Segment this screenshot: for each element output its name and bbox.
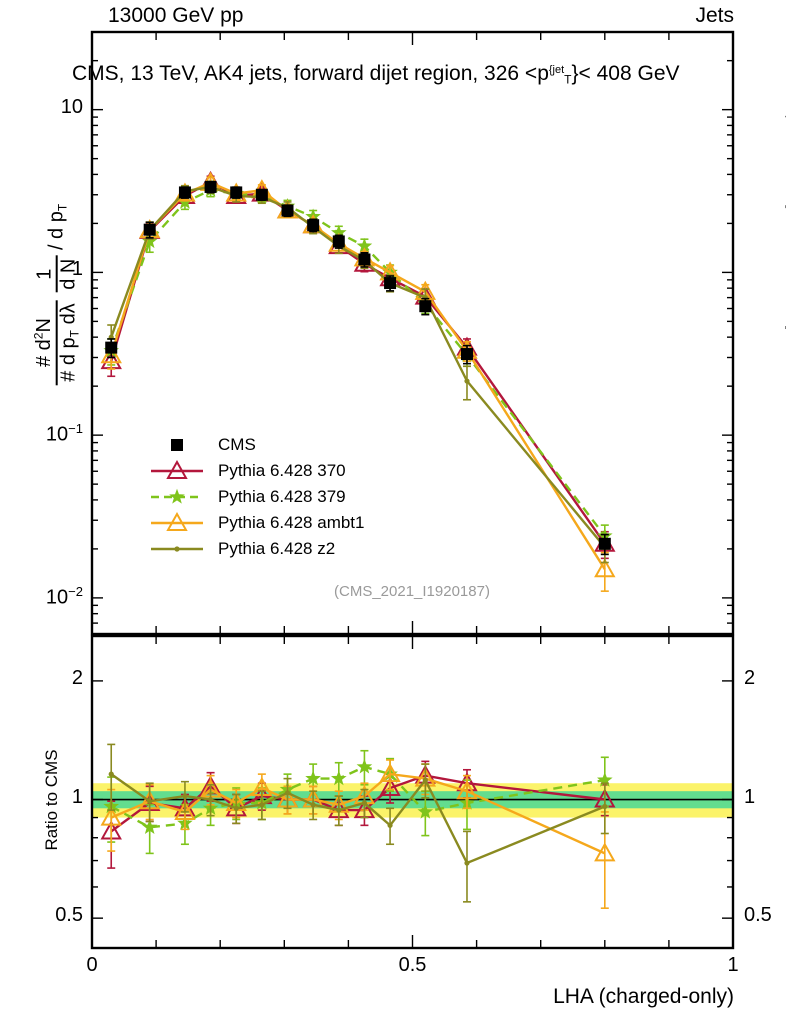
beam-label: 13000 GeV pp [108,4,244,27]
ratio-y-tick-label-left: 2 [71,666,83,689]
x-tick-label: 0 [86,954,98,976]
x-tick-label: 1 [727,954,739,976]
main-y-tick-label: 10 [60,95,83,118]
category-label: Jets [695,4,734,27]
ratio-y-tick-label-left: 0.5 [55,904,83,927]
ratio-y-tick-label-left: 1 [71,785,83,808]
ratio-y-tick-label-right: 2 [744,666,756,689]
x-axis-label: LHA (charged-only) [553,985,734,1008]
ratio-y-tick-label-right: 1 [744,785,756,808]
ratio-y-tick-label-right: 0.5 [744,904,772,927]
main-y-tick-label: 10−1 [45,421,83,446]
main-y-tick-label: 1 [71,258,83,281]
x-tick-label: 0.5 [398,954,427,976]
main-y-tick-label: 10−2 [45,583,83,609]
